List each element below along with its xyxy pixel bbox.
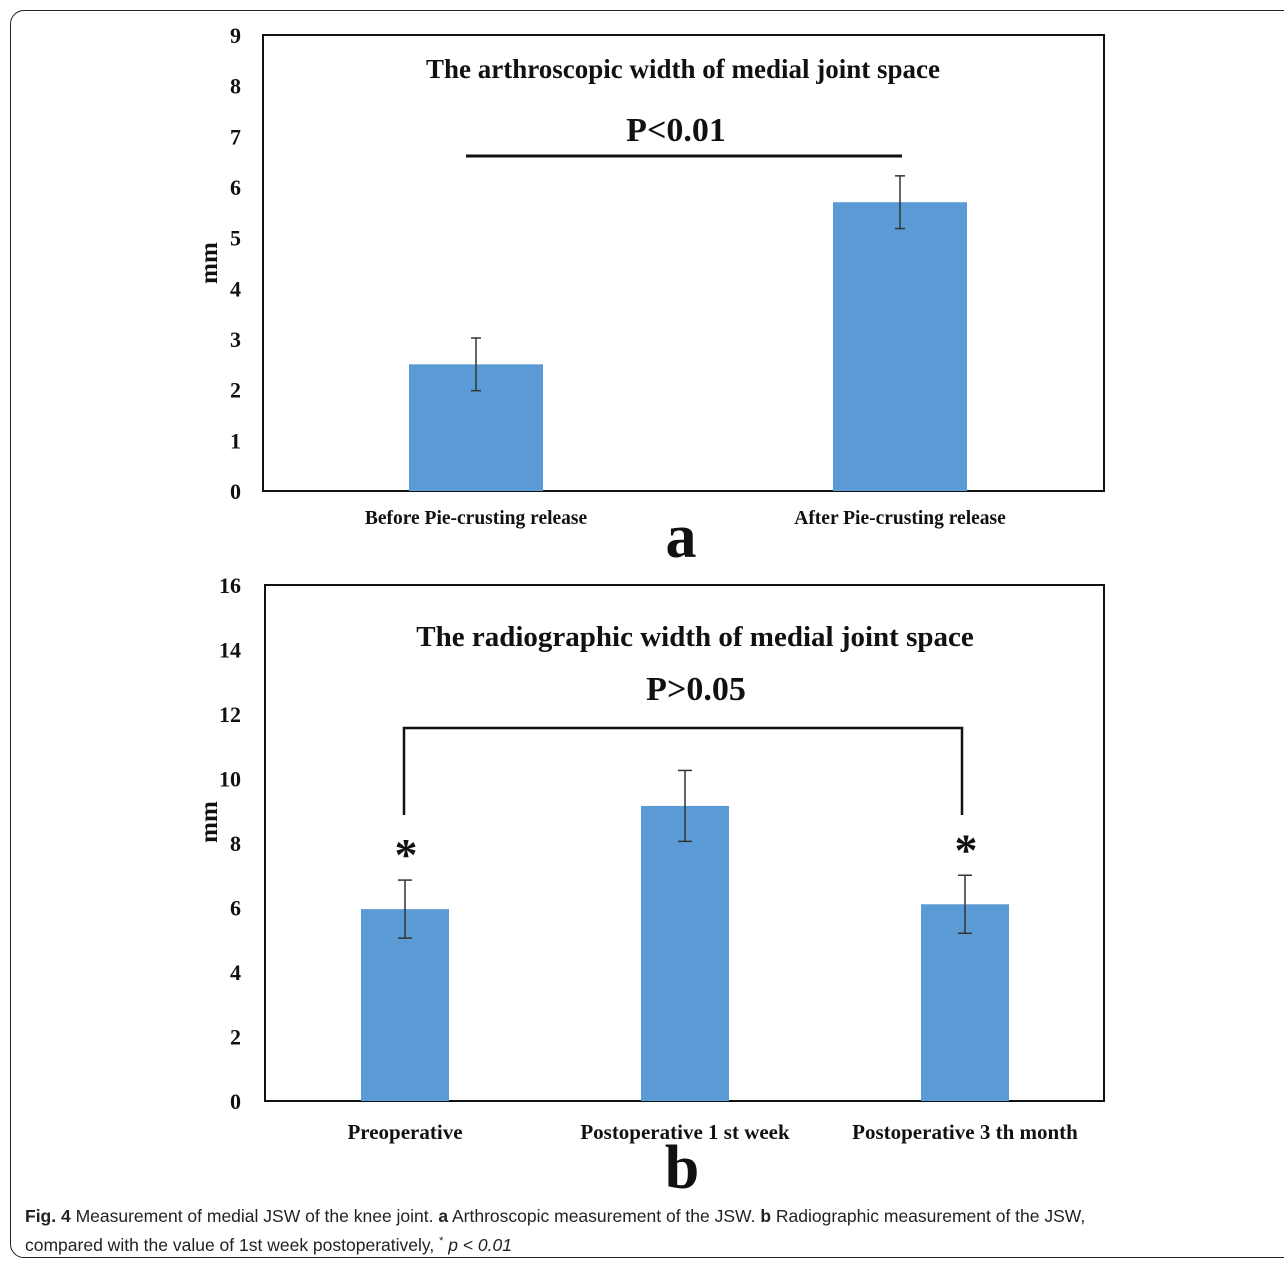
caption-fig-label: Fig. 4: [25, 1206, 71, 1226]
x-tick-label: Before Pie-crusting release: [365, 508, 588, 529]
y-tick-label: 0: [230, 1089, 241, 1114]
figure-caption: Fig. 4 Measurement of medial JSW of the …: [25, 1204, 1275, 1258]
y-tick-label: 9: [230, 23, 241, 48]
y-tick-label: 6: [230, 175, 241, 200]
caption-a-label: a: [438, 1206, 449, 1226]
y-tick-label: 4: [230, 960, 241, 985]
caption-text-1: Measurement of medial JSW of the knee jo…: [70, 1206, 439, 1226]
bar: [361, 909, 449, 1101]
plot-area-a: [262, 34, 1105, 492]
caption-star: *: [439, 1235, 444, 1247]
bars-a: Before Pie-crusting release After Pie-cru…: [365, 175, 1006, 529]
y-tick-label: 3: [230, 327, 241, 352]
y-tick-label: 8: [230, 831, 241, 856]
significance-label: P<0.01: [626, 112, 726, 149]
chart-title-a: The arthroscopic width of medial joint s…: [426, 54, 940, 84]
significance-label: P>0.05: [646, 671, 746, 708]
y-tick-label: 10: [219, 767, 241, 792]
y-axis-label-b: mm: [196, 801, 223, 843]
panel-b: The radiographic width of medial joint s…: [196, 573, 1105, 1200]
y-tick-label: 7: [230, 124, 241, 149]
y-tick-label: 8: [230, 74, 241, 99]
caption-b-label: b: [760, 1206, 772, 1226]
y-axis-label-a: mm: [196, 242, 223, 284]
significance-b: P>0.05: [402, 671, 964, 815]
significance-marker: *: [955, 824, 978, 875]
y-tick-label: 1: [230, 428, 241, 453]
significance-a: P<0.01: [466, 112, 902, 158]
x-tick-label: Postoperative 3 th month: [852, 1120, 1078, 1144]
x-tick-label: After Pie-crusting release: [794, 508, 1006, 529]
y-tick-label: 6: [230, 896, 241, 921]
x-tick-label: Preoperative: [347, 1120, 462, 1144]
bar: [921, 904, 1009, 1101]
caption-pvalue: p < 0.01: [443, 1234, 512, 1255]
y-tick-label: 12: [219, 702, 241, 727]
y-tick-label: 4: [230, 276, 241, 301]
panel-label-b: b: [665, 1134, 699, 1200]
x-tick-label: Postoperative 1 st week: [580, 1120, 790, 1144]
bar: [833, 202, 967, 491]
bars-b: Preoperative * Postoperative 1 st week Post…: [347, 769, 1078, 1144]
y-tick-label: 2: [230, 1025, 241, 1050]
y-tick-label: 2: [230, 378, 241, 403]
chart-title-b: The radiographic width of medial joint s…: [416, 621, 974, 653]
bar: [641, 805, 729, 1101]
caption-b-text: Radiographic measurement of the JSW,: [771, 1206, 1086, 1226]
y-ticks-b: 0 2 4 6 8 10 12 14 16: [219, 573, 241, 1114]
y-ticks-a: 0 1 2 3 4 5 6 7 8 9: [230, 23, 241, 504]
y-tick-label: 14: [219, 638, 241, 663]
significance-bracket: [402, 726, 964, 815]
figure-charts: The arthroscopic width of medial joint s…: [196, 23, 1105, 1200]
significance-marker: *: [395, 829, 418, 880]
panel-a: The arthroscopic width of medial joint s…: [196, 23, 1105, 571]
y-tick-label: 16: [219, 573, 241, 598]
y-tick-label: 0: [230, 479, 241, 504]
y-tick-label: 5: [230, 226, 241, 251]
caption-line-2: compared with the value of 1st week post…: [25, 1234, 440, 1255]
caption-a-text: Arthroscopic measurement of the JSW.: [448, 1206, 761, 1226]
panel-label-a: a: [666, 503, 697, 571]
